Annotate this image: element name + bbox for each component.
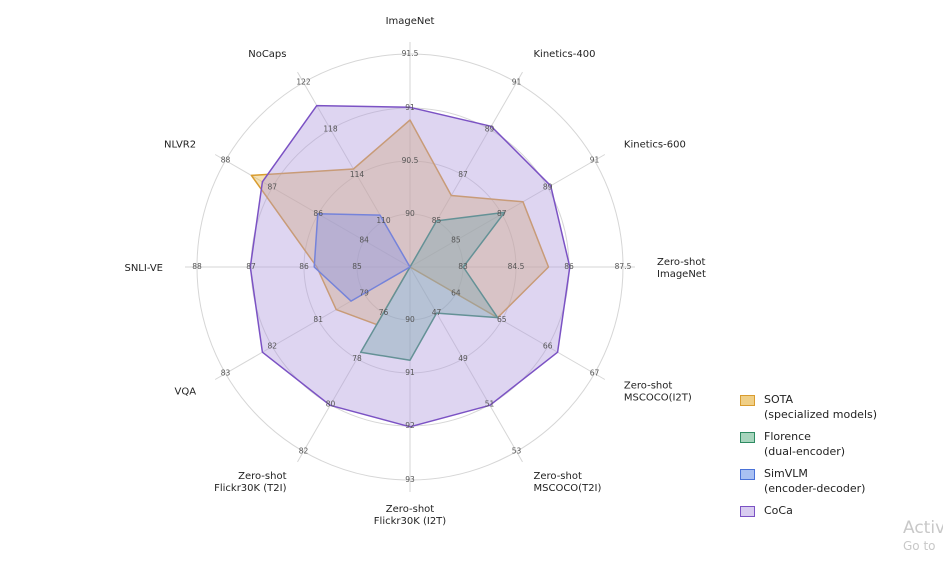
axis-label-zero-shot-flickr30k-t2i: Zero-shot Flickr30K (T2I) (214, 471, 286, 494)
tick-label: 122 (296, 78, 311, 87)
tick-label: 51 (485, 400, 495, 409)
legend-label-simvlm: SimVLM (encoder-decoder) (764, 467, 866, 495)
tick-label: 87.5 (615, 262, 632, 271)
tick-label: 76 (379, 308, 389, 317)
tick-label: 91 (405, 103, 415, 112)
tick-label: 66 (543, 342, 553, 351)
tick-label: 114 (350, 170, 365, 179)
tick-label: 64 (451, 289, 461, 298)
activation-watermark: Activ Go to (903, 518, 943, 554)
axis-label-nocaps: NoCaps (248, 49, 286, 60)
legend-swatch-florence (740, 432, 755, 443)
tick-label: 87 (268, 183, 278, 192)
tick-label: 65 (497, 315, 507, 324)
legend-item-sota: SOTA (specialized models) (740, 392, 877, 422)
tick-label: 79 (359, 289, 369, 298)
axis-label-kinetics-600: Kinetics-600 (624, 140, 686, 151)
tick-label: 91 (590, 156, 600, 165)
tick-label: 87 (497, 209, 507, 218)
tick-label: 93 (405, 475, 415, 484)
tick-label: 90 (405, 315, 415, 324)
tick-label: 83 (458, 262, 468, 271)
tick-label: 85 (432, 216, 442, 225)
series-florence (359, 211, 506, 361)
axis-label-vqa: VQA (175, 387, 197, 398)
tick-label: 90.5 (402, 156, 419, 165)
tick-label: 83 (221, 369, 231, 378)
legend-swatch-coca (740, 506, 755, 517)
tick-label: 53 (512, 447, 522, 456)
tick-label: 88 (192, 262, 202, 271)
tick-label: 110 (376, 216, 391, 225)
series-simvlm (313, 213, 411, 302)
legend-label-florence: Florence (dual-encoder) (764, 430, 846, 458)
radar-series (249, 104, 571, 428)
tick-label: 82 (299, 447, 309, 456)
axis-label-zero-shot-mscoco-i2t: Zero-shot MSCOCO(I2T) (624, 381, 692, 404)
tick-label: 118 (323, 124, 338, 133)
tick-label: 88 (221, 156, 231, 165)
legend-swatch-sota (740, 395, 755, 406)
tick-label: 47 (432, 308, 442, 317)
tick-label: 87 (458, 170, 468, 179)
axis-label-zero-shot-flickr30k-i2t: Zero-shot Flickr30K (I2T) (374, 504, 446, 527)
tick-label: 91 (512, 78, 522, 87)
axis-label-kinetics-400: Kinetics-400 (534, 49, 596, 60)
legend-label-sota: SOTA (specialized models) (764, 393, 878, 421)
tick-label: 89 (543, 183, 553, 192)
tick-label: 81 (313, 315, 323, 324)
axis-spoke-kinetics-600 (409, 154, 606, 268)
tick-label: 87 (246, 262, 256, 271)
legend-item-coca: CoCa (740, 503, 877, 518)
tick-label: 85 (352, 262, 362, 271)
axis-label-imagenet: ImageNet (386, 16, 435, 27)
tick-label: 86 (564, 262, 574, 271)
tick-label: 91.5 (402, 49, 419, 58)
axis-label-snli-ve: SNLI-VE (124, 263, 163, 274)
watermark-line-2: Go to (903, 539, 936, 553)
legend-swatch-simvlm (740, 469, 755, 480)
tick-labels: 90 90.5 91 91.5 85 87 89 91 85 87 89 91 83 84.5 86 87.5… (192, 49, 631, 484)
tick-label: 49 (458, 354, 468, 363)
series-coca (249, 104, 571, 428)
axis-spoke-nlvr2 (214, 154, 411, 268)
tick-label: 92 (405, 421, 415, 430)
legend-item-florence: Florence (dual-encoder) (740, 429, 877, 459)
legend: SOTA (specialized models) Florence (dual… (740, 392, 877, 525)
tick-label: 80 (326, 400, 336, 409)
tick-label: 86 (299, 262, 309, 271)
watermark-line-1: Activ (903, 518, 943, 538)
axis-label-nlvr2: NLVR2 (164, 140, 196, 151)
tick-label: 90 (405, 209, 415, 218)
legend-label-coca: CoCa (764, 504, 793, 517)
tick-label: 91 (405, 368, 415, 377)
axis-label-zero-shot-imagenet: Zero-shot ImageNet (657, 257, 706, 280)
tick-label: 67 (590, 369, 600, 378)
tick-label: 89 (485, 124, 495, 133)
tick-label: 82 (268, 342, 278, 351)
axis-label-zero-shot-mscoco-t2i: Zero-shot MSCOCO(T2I) (534, 471, 602, 494)
tick-label: 84.5 (508, 262, 525, 271)
legend-item-simvlm: SimVLM (encoder-decoder) (740, 466, 877, 496)
axis-labels: ImageNet Kinetics-400 Kinetics-600 Zero-sho… (124, 16, 705, 527)
axis-spoke-zero-shot-mscoco-t2i (409, 266, 523, 463)
tick-label: 85 (451, 236, 461, 245)
tick-label: 86 (313, 209, 323, 218)
tick-label: 78 (352, 354, 362, 363)
tick-label: 84 (359, 236, 369, 245)
